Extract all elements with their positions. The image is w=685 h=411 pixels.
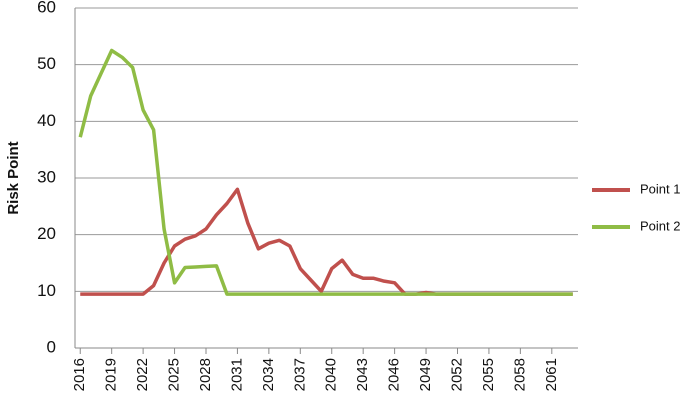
- x-tick-label: 2022: [134, 358, 151, 391]
- x-tick-label: 2043: [354, 358, 371, 391]
- x-tick-label: 2046: [386, 358, 403, 391]
- x-tick-label: 2061: [543, 358, 560, 391]
- x-tick-label: 2040: [323, 358, 340, 391]
- y-tick-label: 50: [37, 54, 56, 73]
- y-axis-title: Risk Point: [5, 141, 22, 214]
- x-tick-label: 2049: [417, 358, 434, 391]
- y-tick-label: 40: [37, 111, 56, 130]
- series-line: [78, 48, 573, 296]
- legend-label: Point 2: [640, 218, 680, 233]
- x-tick-label: 2052: [448, 358, 465, 391]
- x-tick-label: 2028: [197, 358, 214, 391]
- series-line: [80, 187, 573, 296]
- x-tick-label: 2037: [291, 358, 308, 391]
- y-tick-label: 10: [37, 281, 56, 300]
- y-tick-label: 20: [37, 224, 56, 243]
- y-tick-label: 60: [37, 0, 56, 16]
- x-tick-label: 2055: [480, 358, 497, 391]
- x-tick-label: 2034: [260, 358, 277, 391]
- legend-label: Point 1: [640, 181, 680, 196]
- x-tick-label: 2016: [71, 358, 88, 391]
- y-tick-label: 30: [37, 167, 56, 186]
- x-tick-label: 2058: [511, 358, 528, 391]
- x-tick-label: 2025: [166, 358, 183, 391]
- x-tick-label: 2019: [103, 358, 120, 391]
- y-tick-label: 0: [47, 337, 56, 356]
- x-tick-label: 2031: [228, 358, 245, 391]
